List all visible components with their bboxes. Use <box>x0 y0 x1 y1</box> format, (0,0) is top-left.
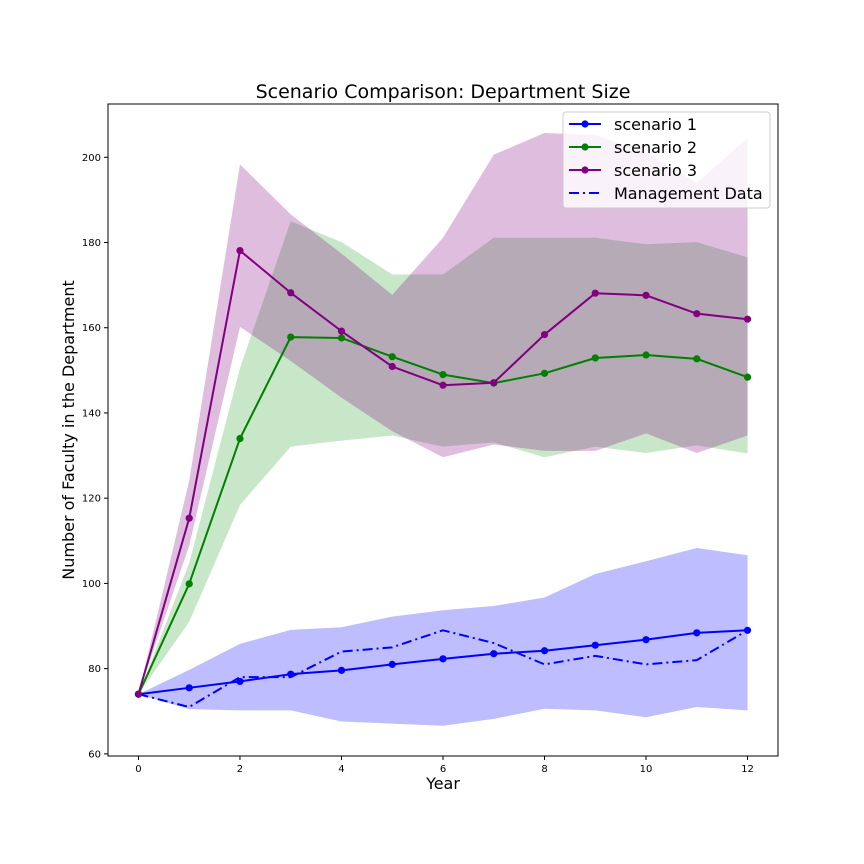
chart-title: Scenario Comparison: Department Size <box>256 81 631 103</box>
y-axis-label: Number of Faculty in the Department <box>59 280 78 579</box>
scenario-1-point <box>540 647 549 655</box>
legend: scenario 1 scenario 2 scenario 3 Management… <box>562 111 771 209</box>
scenario-2-point <box>591 354 599 362</box>
legend-marker-scenario-3 <box>581 166 589 174</box>
x-tick-label: 10 <box>640 764 653 775</box>
y-axis-ticks: 60 80 100 120 140 160 180 200 <box>82 153 108 760</box>
scenario-2-point <box>439 371 447 379</box>
legend-box <box>562 111 771 209</box>
y-tick-label: 80 <box>88 664 101 675</box>
scenario-2-point <box>236 434 244 443</box>
scenario-2-point <box>287 333 295 341</box>
y-tick-label: 200 <box>82 153 101 164</box>
scenario-1-point <box>287 670 295 678</box>
legend-label-scenario-2: scenario 2 <box>614 138 697 157</box>
scenario-2-point <box>185 580 193 588</box>
scenario-3-point <box>236 246 244 255</box>
x-tick-label: 12 <box>741 764 754 775</box>
x-axis-ticks: 0 2 4 6 8 10 12 <box>135 756 754 775</box>
scenario-2-point <box>388 353 396 361</box>
scenario-3-point <box>591 289 599 297</box>
legend-marker-scenario-2 <box>581 143 589 151</box>
scenario-1-point <box>236 677 244 686</box>
scenario-3-point <box>490 379 498 387</box>
legend-label-scenario-3: scenario 3 <box>614 161 697 180</box>
scenario-1-point <box>642 636 650 644</box>
scenario-1-point <box>185 684 193 692</box>
scenario-1-point <box>388 660 396 668</box>
y-tick-label: 160 <box>82 323 101 334</box>
scenario-2-point <box>693 355 701 363</box>
x-tick-label: 8 <box>541 764 547 775</box>
legend-marker-scenario-1 <box>581 120 589 128</box>
scenario-1-point <box>693 629 701 637</box>
scenario-3-point <box>134 690 143 698</box>
scenario-3-point <box>642 291 650 299</box>
scenario-1-point <box>743 626 752 634</box>
scenario-1-point <box>439 655 447 663</box>
scenario-1-point <box>337 666 346 674</box>
scenario-3-point <box>439 381 447 389</box>
y-tick-label: 100 <box>82 579 101 590</box>
scenario-3-point <box>337 327 346 335</box>
legend-label-management-data: Management Data <box>614 184 763 203</box>
scenario-3-point <box>287 289 295 297</box>
scenario-3-point <box>743 315 752 323</box>
series-markers <box>134 246 752 698</box>
scenario-2-point <box>337 334 346 342</box>
scenario-3-point <box>185 514 193 522</box>
legend-label-scenario-1: scenario 1 <box>614 115 697 134</box>
scenario-3-band <box>138 132 748 695</box>
management-data-line <box>138 629 749 708</box>
scenario-2-point <box>642 351 650 359</box>
x-tick-label: 0 <box>135 764 141 775</box>
scenario-2-point <box>743 373 752 381</box>
scenario-3-point <box>693 310 701 318</box>
confidence-bands <box>138 132 748 726</box>
scenario-1-band <box>138 548 748 726</box>
x-axis-label: Year <box>425 774 460 793</box>
scenario-2-point <box>540 369 549 377</box>
y-tick-label: 140 <box>82 408 101 419</box>
scenario-1-point <box>591 641 599 649</box>
y-tick-label: 60 <box>88 749 101 760</box>
scenario-3-point <box>540 330 549 339</box>
x-tick-label: 2 <box>237 764 243 775</box>
scenario-3-point <box>388 362 396 371</box>
x-tick-label: 4 <box>338 764 344 775</box>
scenario-1-point <box>490 650 498 658</box>
y-tick-label: 120 <box>82 494 101 505</box>
y-tick-label: 180 <box>82 238 101 249</box>
x-tick-label: 6 <box>440 764 446 775</box>
